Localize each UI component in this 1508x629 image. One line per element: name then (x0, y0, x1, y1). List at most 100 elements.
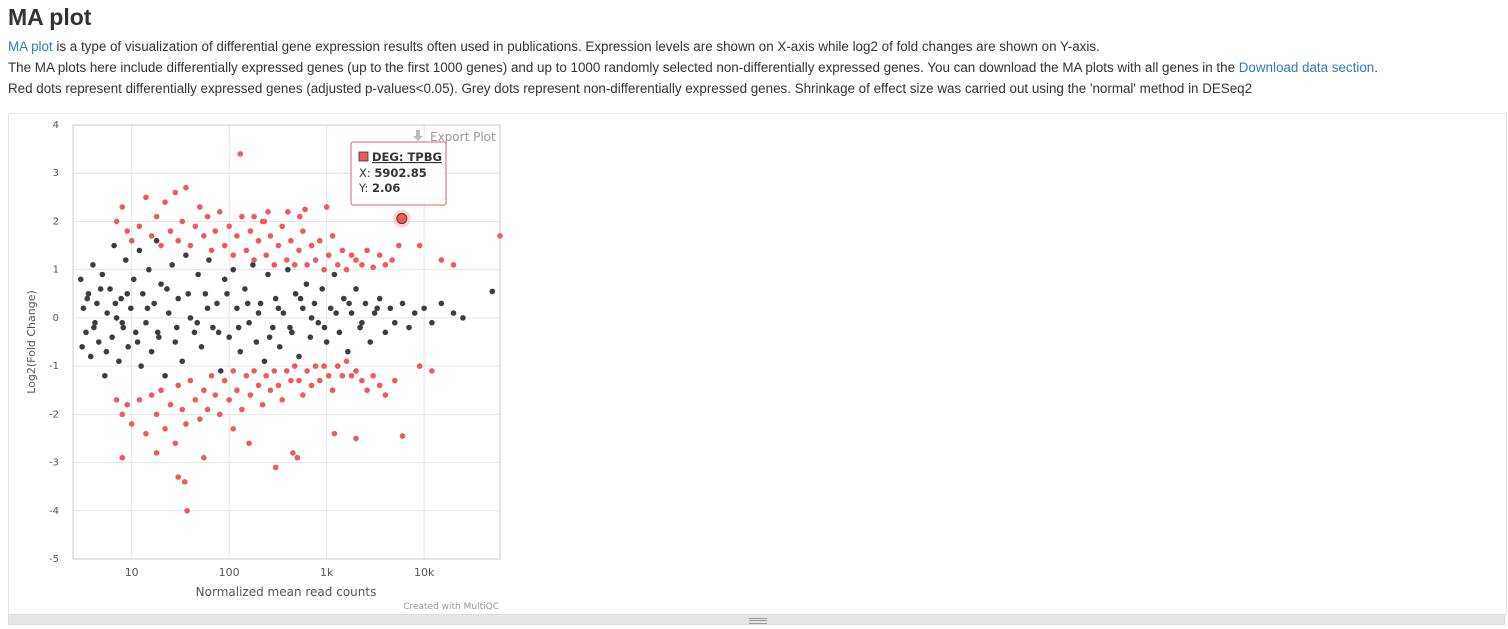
data-point[interactable] (79, 344, 85, 350)
data-point[interactable] (321, 266, 327, 273)
data-point[interactable] (303, 281, 310, 287)
data-point[interactable] (239, 406, 245, 413)
data-point[interactable] (359, 262, 365, 268)
data-point[interactable] (113, 218, 120, 225)
data-point[interactable] (438, 300, 445, 307)
data-point[interactable] (353, 435, 359, 442)
data-point[interactable] (215, 329, 222, 336)
data-point[interactable] (103, 348, 110, 355)
highlighted-point[interactable] (396, 213, 408, 225)
data-point[interactable] (242, 286, 248, 292)
data-point[interactable] (84, 295, 91, 302)
data-point[interactable] (139, 290, 146, 297)
data-point[interactable] (275, 305, 282, 312)
data-point[interactable] (198, 344, 205, 350)
data-point[interactable] (323, 339, 330, 345)
data-point[interactable] (80, 305, 87, 312)
data-point[interactable] (235, 324, 242, 331)
data-point[interactable] (257, 300, 264, 307)
data-point[interactable] (325, 372, 332, 379)
data-point[interactable] (321, 363, 327, 369)
data-point[interactable] (158, 242, 164, 249)
data-point[interactable] (287, 324, 293, 331)
data-point[interactable] (201, 454, 207, 461)
data-point[interactable] (308, 242, 315, 249)
data-point[interactable] (329, 387, 336, 394)
data-point[interactable] (158, 387, 164, 394)
data-point[interactable] (90, 262, 96, 268)
ma-scatter-chart[interactable]: -5 -4 -3 -2 -1 0 1 2 3 4 10 100 1k 10k Log2(Fold Cha… (9, 114, 1506, 614)
data-point[interactable] (77, 276, 84, 283)
data-point[interactable] (183, 252, 189, 258)
data-point[interactable] (181, 479, 188, 485)
data-point[interactable] (251, 213, 257, 220)
data-point[interactable] (348, 252, 355, 258)
data-point[interactable] (224, 290, 230, 297)
download-data-link[interactable]: Download data section (1238, 60, 1375, 75)
data-point[interactable] (162, 199, 168, 205)
data-point[interactable] (308, 315, 315, 321)
data-point[interactable] (237, 348, 244, 355)
data-point[interactable] (416, 242, 423, 249)
data-point[interactable] (247, 392, 254, 398)
data-point[interactable] (336, 329, 343, 336)
data-point[interactable] (165, 310, 172, 316)
data-point[interactable] (183, 421, 189, 427)
data-point[interactable] (210, 324, 216, 331)
data-point[interactable] (362, 300, 369, 307)
data-point[interactable] (343, 266, 350, 273)
data-point[interactable] (112, 300, 119, 307)
data-point[interactable] (382, 392, 389, 398)
data-point[interactable] (230, 426, 237, 432)
data-point[interactable] (294, 454, 301, 461)
data-point[interactable] (359, 319, 365, 326)
data-point[interactable] (263, 372, 270, 379)
data-point[interactable] (237, 151, 244, 157)
data-point[interactable] (376, 295, 383, 302)
data-point[interactable] (391, 377, 398, 384)
data-point[interactable] (111, 242, 117, 249)
data-point[interactable] (275, 382, 282, 389)
data-point[interactable] (302, 206, 308, 213)
data-point[interactable] (341, 295, 347, 302)
data-point[interactable] (148, 392, 155, 398)
data-point[interactable] (221, 377, 228, 384)
data-point[interactable] (370, 372, 376, 379)
data-point[interactable] (263, 252, 270, 258)
data-point[interactable] (234, 387, 240, 394)
data-point[interactable] (316, 237, 323, 244)
data-point[interactable] (429, 368, 435, 374)
data-point[interactable] (283, 368, 290, 374)
data-point[interactable] (319, 286, 325, 292)
data-point[interactable] (411, 310, 418, 316)
data-point[interactable] (234, 305, 240, 312)
data-point[interactable] (208, 247, 215, 254)
data-point[interactable] (195, 271, 201, 278)
data-point[interactable] (275, 242, 282, 249)
data-point[interactable] (283, 257, 290, 263)
data-point[interactable] (119, 319, 126, 326)
data-point[interactable] (230, 368, 237, 374)
data-point[interactable] (307, 334, 314, 340)
data-point[interactable] (221, 276, 228, 283)
data-point[interactable] (172, 339, 179, 345)
data-point[interactable] (87, 353, 94, 360)
data-point[interactable] (359, 377, 365, 384)
data-point[interactable] (291, 262, 298, 268)
data-point[interactable] (311, 300, 318, 307)
data-point[interactable] (212, 392, 219, 398)
data-point[interactable] (83, 329, 89, 336)
data-point[interactable] (289, 329, 295, 336)
data-point[interactable] (216, 411, 223, 418)
data-point[interactable] (291, 363, 298, 369)
data-point[interactable] (173, 324, 180, 331)
data-point[interactable] (201, 233, 207, 239)
data-point[interactable] (221, 242, 228, 249)
data-point[interactable] (285, 266, 291, 273)
data-point[interactable] (450, 262, 457, 268)
data-point[interactable] (175, 474, 182, 480)
data-point[interactable] (217, 368, 224, 374)
data-point[interactable] (226, 223, 232, 230)
data-point[interactable] (130, 276, 137, 283)
data-point[interactable] (194, 319, 201, 326)
